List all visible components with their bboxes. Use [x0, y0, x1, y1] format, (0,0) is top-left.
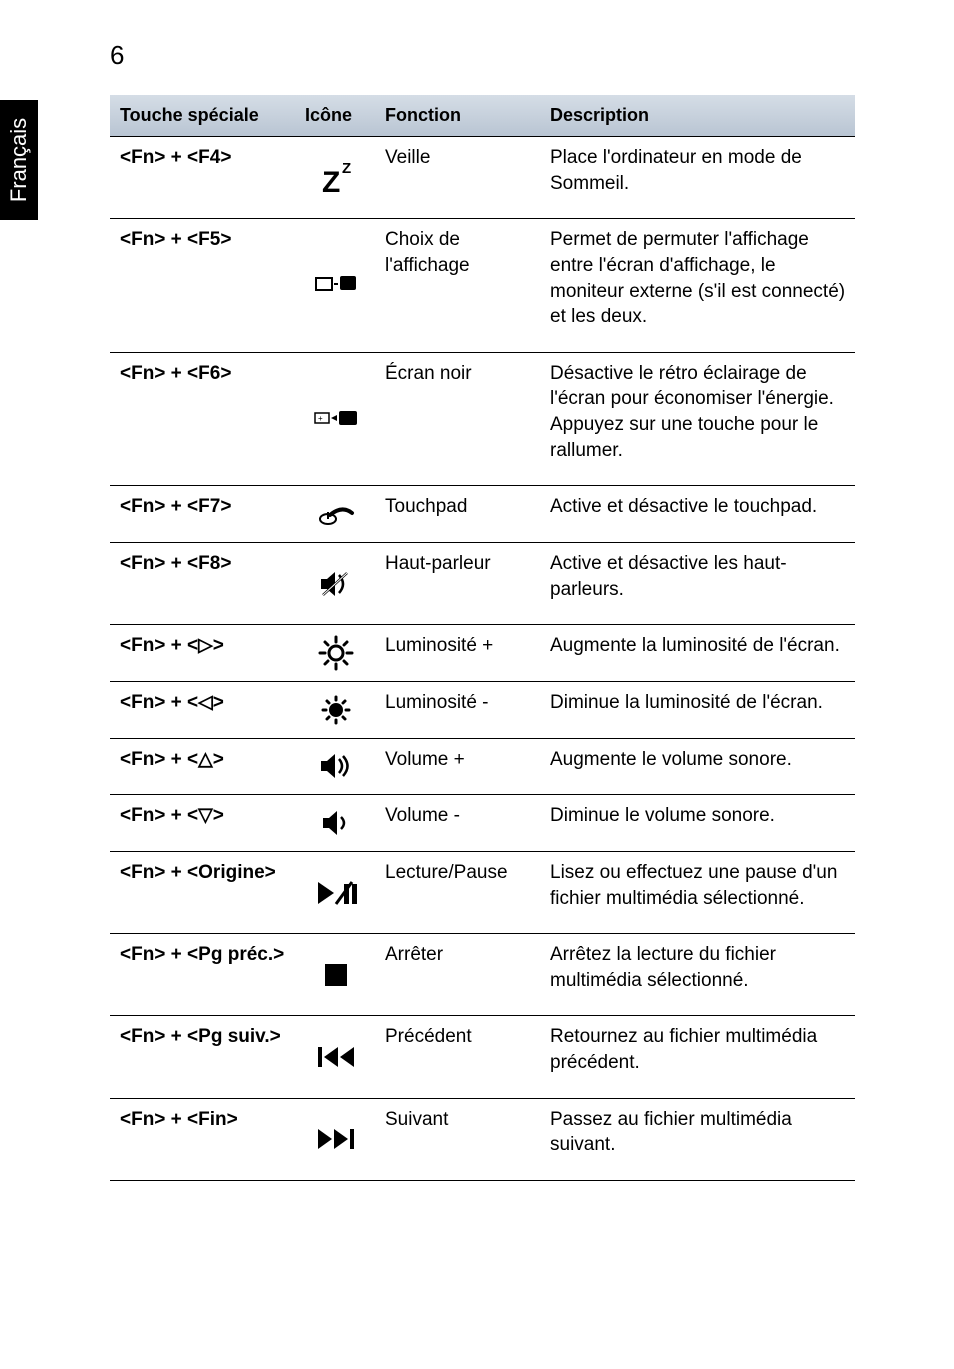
hotkey-combo: <Fn> + <Pg suiv.>: [110, 1016, 295, 1098]
header-fn: Fonction: [375, 95, 540, 137]
brightness-up-icon: [295, 625, 375, 682]
hotkey-combo: <Fn> + <△>: [110, 738, 295, 795]
function-label: Choix de l'affichage: [375, 219, 540, 353]
function-label: Précédent: [375, 1016, 540, 1098]
function-label: Écran noir: [375, 352, 540, 486]
screen-off-icon: +: [295, 352, 375, 486]
hotkey-combo: <Fn> + <F5>: [110, 219, 295, 353]
table-header-row: Touche spéciale Icône Fonction Descripti…: [110, 95, 855, 137]
page: 6 Français Touche spéciale Icône Fonctio…: [0, 0, 954, 1221]
brightness-down-icon: [295, 681, 375, 738]
function-label: Touchpad: [375, 486, 540, 543]
function-desc: Passez au fichier multimédia suivant.: [540, 1098, 855, 1180]
function-desc: Retournez au fichier multimédia précéden…: [540, 1016, 855, 1098]
language-tab-label: Français: [6, 118, 32, 202]
display-switch-icon: [295, 219, 375, 353]
table-row: <Fn> + <Pg préc.> Arrêter Arrêtez la lec…: [110, 934, 855, 1016]
function-desc: Active et désactive les haut-parleurs.: [540, 543, 855, 625]
volume-down-icon: [295, 795, 375, 852]
table-row: <Fn> + <Fin> Suivant Passez au fichier m…: [110, 1098, 855, 1180]
header-key: Touche spéciale: [110, 95, 295, 137]
page-number: 6: [110, 40, 864, 71]
table-row: <Fn> + <F6> + Écran noir Désactive le ré…: [110, 352, 855, 486]
function-label: Suivant: [375, 1098, 540, 1180]
language-tab: Français: [0, 100, 38, 220]
function-desc: Lisez ou effectuez une pause d'un fichie…: [540, 851, 855, 933]
function-desc: Active et désactive le touchpad.: [540, 486, 855, 543]
play-pause-icon: [295, 851, 375, 933]
svg-text:Z: Z: [322, 166, 340, 198]
table-row: <Fn> + <F4> Z Z Veille Place l'ordinateu…: [110, 137, 855, 219]
function-label: Luminosité -: [375, 681, 540, 738]
hotkey-combo: <Fn> + <▽>: [110, 795, 295, 852]
function-desc: Permet de permuter l'affichage entre l'é…: [540, 219, 855, 353]
function-label: Veille: [375, 137, 540, 219]
function-label: Volume -: [375, 795, 540, 852]
hotkey-combo: <Fn> + <F7>: [110, 486, 295, 543]
hotkeys-table: Touche spéciale Icône Fonction Descripti…: [110, 95, 855, 1181]
speaker-mute-icon: [295, 543, 375, 625]
function-label: Arrêter: [375, 934, 540, 1016]
table-row: <Fn> + <Origine> Lecture/Pause Lisez ou …: [110, 851, 855, 933]
svg-text:+: +: [318, 414, 323, 423]
function-desc: Désactive le rétro éclairage de l'écran …: [540, 352, 855, 486]
sleep-icon: Z Z: [295, 137, 375, 219]
next-track-icon: [295, 1098, 375, 1180]
table-row: <Fn> + <F8> Haut-parleur Active et désac…: [110, 543, 855, 625]
hotkey-combo: <Fn> + <▷>: [110, 625, 295, 682]
function-desc: Diminue le volume sonore.: [540, 795, 855, 852]
svg-text:Z: Z: [342, 160, 351, 177]
table-row: <Fn> + <F7> Touchpad Active et désactive…: [110, 486, 855, 543]
function-desc: Place l'ordinateur en mode de Sommeil.: [540, 137, 855, 219]
touchpad-icon: [295, 486, 375, 543]
function-label: Haut-parleur: [375, 543, 540, 625]
function-desc: Augmente la luminosité de l'écran.: [540, 625, 855, 682]
table-body: <Fn> + <F4> Z Z Veille Place l'ordinateu…: [110, 137, 855, 1181]
table-row: <Fn> + <Pg suiv.> Précédent Retournez au…: [110, 1016, 855, 1098]
table-row: <Fn> + <△> Volume + Augmente le volume s…: [110, 738, 855, 795]
function-desc: Diminue la luminosité de l'écran.: [540, 681, 855, 738]
table-row: <Fn> + <▽> Volume - Diminue le volume so…: [110, 795, 855, 852]
prev-track-icon: [295, 1016, 375, 1098]
hotkey-combo: <Fn> + <◁>: [110, 681, 295, 738]
table-row: <Fn> + <F5> Choix de l'affichage Permet …: [110, 219, 855, 353]
volume-up-icon: [295, 738, 375, 795]
function-desc: Augmente le volume sonore.: [540, 738, 855, 795]
table-row: <Fn> + <◁>: [110, 681, 855, 738]
header-desc: Description: [540, 95, 855, 137]
stop-icon: [295, 934, 375, 1016]
function-desc: Arrêtez la lecture du fichier multimédia…: [540, 934, 855, 1016]
hotkey-combo: <Fn> + <F8>: [110, 543, 295, 625]
function-label: Lecture/Pause: [375, 851, 540, 933]
table-row: <Fn> + <▷>: [110, 625, 855, 682]
header-icon: Icône: [295, 95, 375, 137]
hotkey-combo: <Fn> + <Fin>: [110, 1098, 295, 1180]
function-label: Luminosité +: [375, 625, 540, 682]
hotkey-combo: <Fn> + <Origine>: [110, 851, 295, 933]
hotkey-combo: <Fn> + <F6>: [110, 352, 295, 486]
hotkey-combo: <Fn> + <Pg préc.>: [110, 934, 295, 1016]
hotkey-combo: <Fn> + <F4>: [110, 137, 295, 219]
function-label: Volume +: [375, 738, 540, 795]
